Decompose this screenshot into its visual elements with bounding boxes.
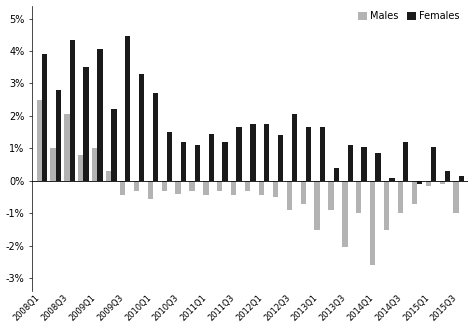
Bar — [445, 171, 450, 181]
Bar — [459, 176, 464, 181]
Bar — [398, 181, 403, 213]
Bar — [362, 147, 367, 181]
Bar — [125, 36, 130, 181]
Bar — [209, 134, 214, 181]
Bar — [301, 181, 306, 204]
Bar — [306, 127, 311, 181]
Bar — [403, 142, 409, 181]
Bar — [245, 181, 250, 191]
Bar — [190, 181, 195, 191]
Bar — [431, 147, 436, 181]
Bar — [328, 181, 334, 210]
Bar — [426, 181, 431, 186]
Legend: Males, Females: Males, Females — [354, 8, 464, 25]
Bar — [55, 90, 61, 181]
Bar — [314, 181, 320, 230]
Bar — [264, 124, 269, 181]
Bar — [356, 181, 362, 213]
Bar — [111, 110, 117, 181]
Bar — [181, 142, 186, 181]
Bar — [231, 181, 237, 195]
Bar — [78, 155, 83, 181]
Bar — [83, 67, 89, 181]
Bar — [175, 181, 181, 194]
Bar — [320, 127, 325, 181]
Bar — [237, 127, 242, 181]
Bar — [389, 178, 394, 181]
Bar — [278, 135, 283, 181]
Bar — [417, 181, 422, 184]
Bar — [153, 93, 158, 181]
Bar — [384, 181, 389, 230]
Bar — [106, 171, 111, 181]
Bar — [412, 181, 417, 204]
Bar — [92, 148, 97, 181]
Bar — [439, 181, 445, 184]
Bar — [42, 54, 47, 181]
Bar — [292, 114, 297, 181]
Bar — [64, 114, 70, 181]
Bar — [195, 145, 200, 181]
Bar — [162, 181, 167, 191]
Bar — [97, 50, 103, 181]
Bar — [370, 181, 375, 265]
Bar — [347, 145, 353, 181]
Bar — [50, 148, 55, 181]
Bar — [259, 181, 264, 195]
Bar — [134, 181, 139, 191]
Bar — [454, 181, 459, 213]
Bar — [70, 40, 75, 181]
Bar — [375, 153, 381, 181]
Bar — [222, 142, 228, 181]
Bar — [148, 181, 153, 199]
Bar — [167, 132, 172, 181]
Bar — [342, 181, 347, 247]
Bar — [36, 100, 42, 181]
Bar — [287, 181, 292, 210]
Bar — [250, 124, 255, 181]
Bar — [120, 181, 125, 195]
Bar — [203, 181, 209, 195]
Bar — [273, 181, 278, 197]
Bar — [217, 181, 222, 191]
Bar — [139, 74, 145, 181]
Bar — [334, 168, 339, 181]
